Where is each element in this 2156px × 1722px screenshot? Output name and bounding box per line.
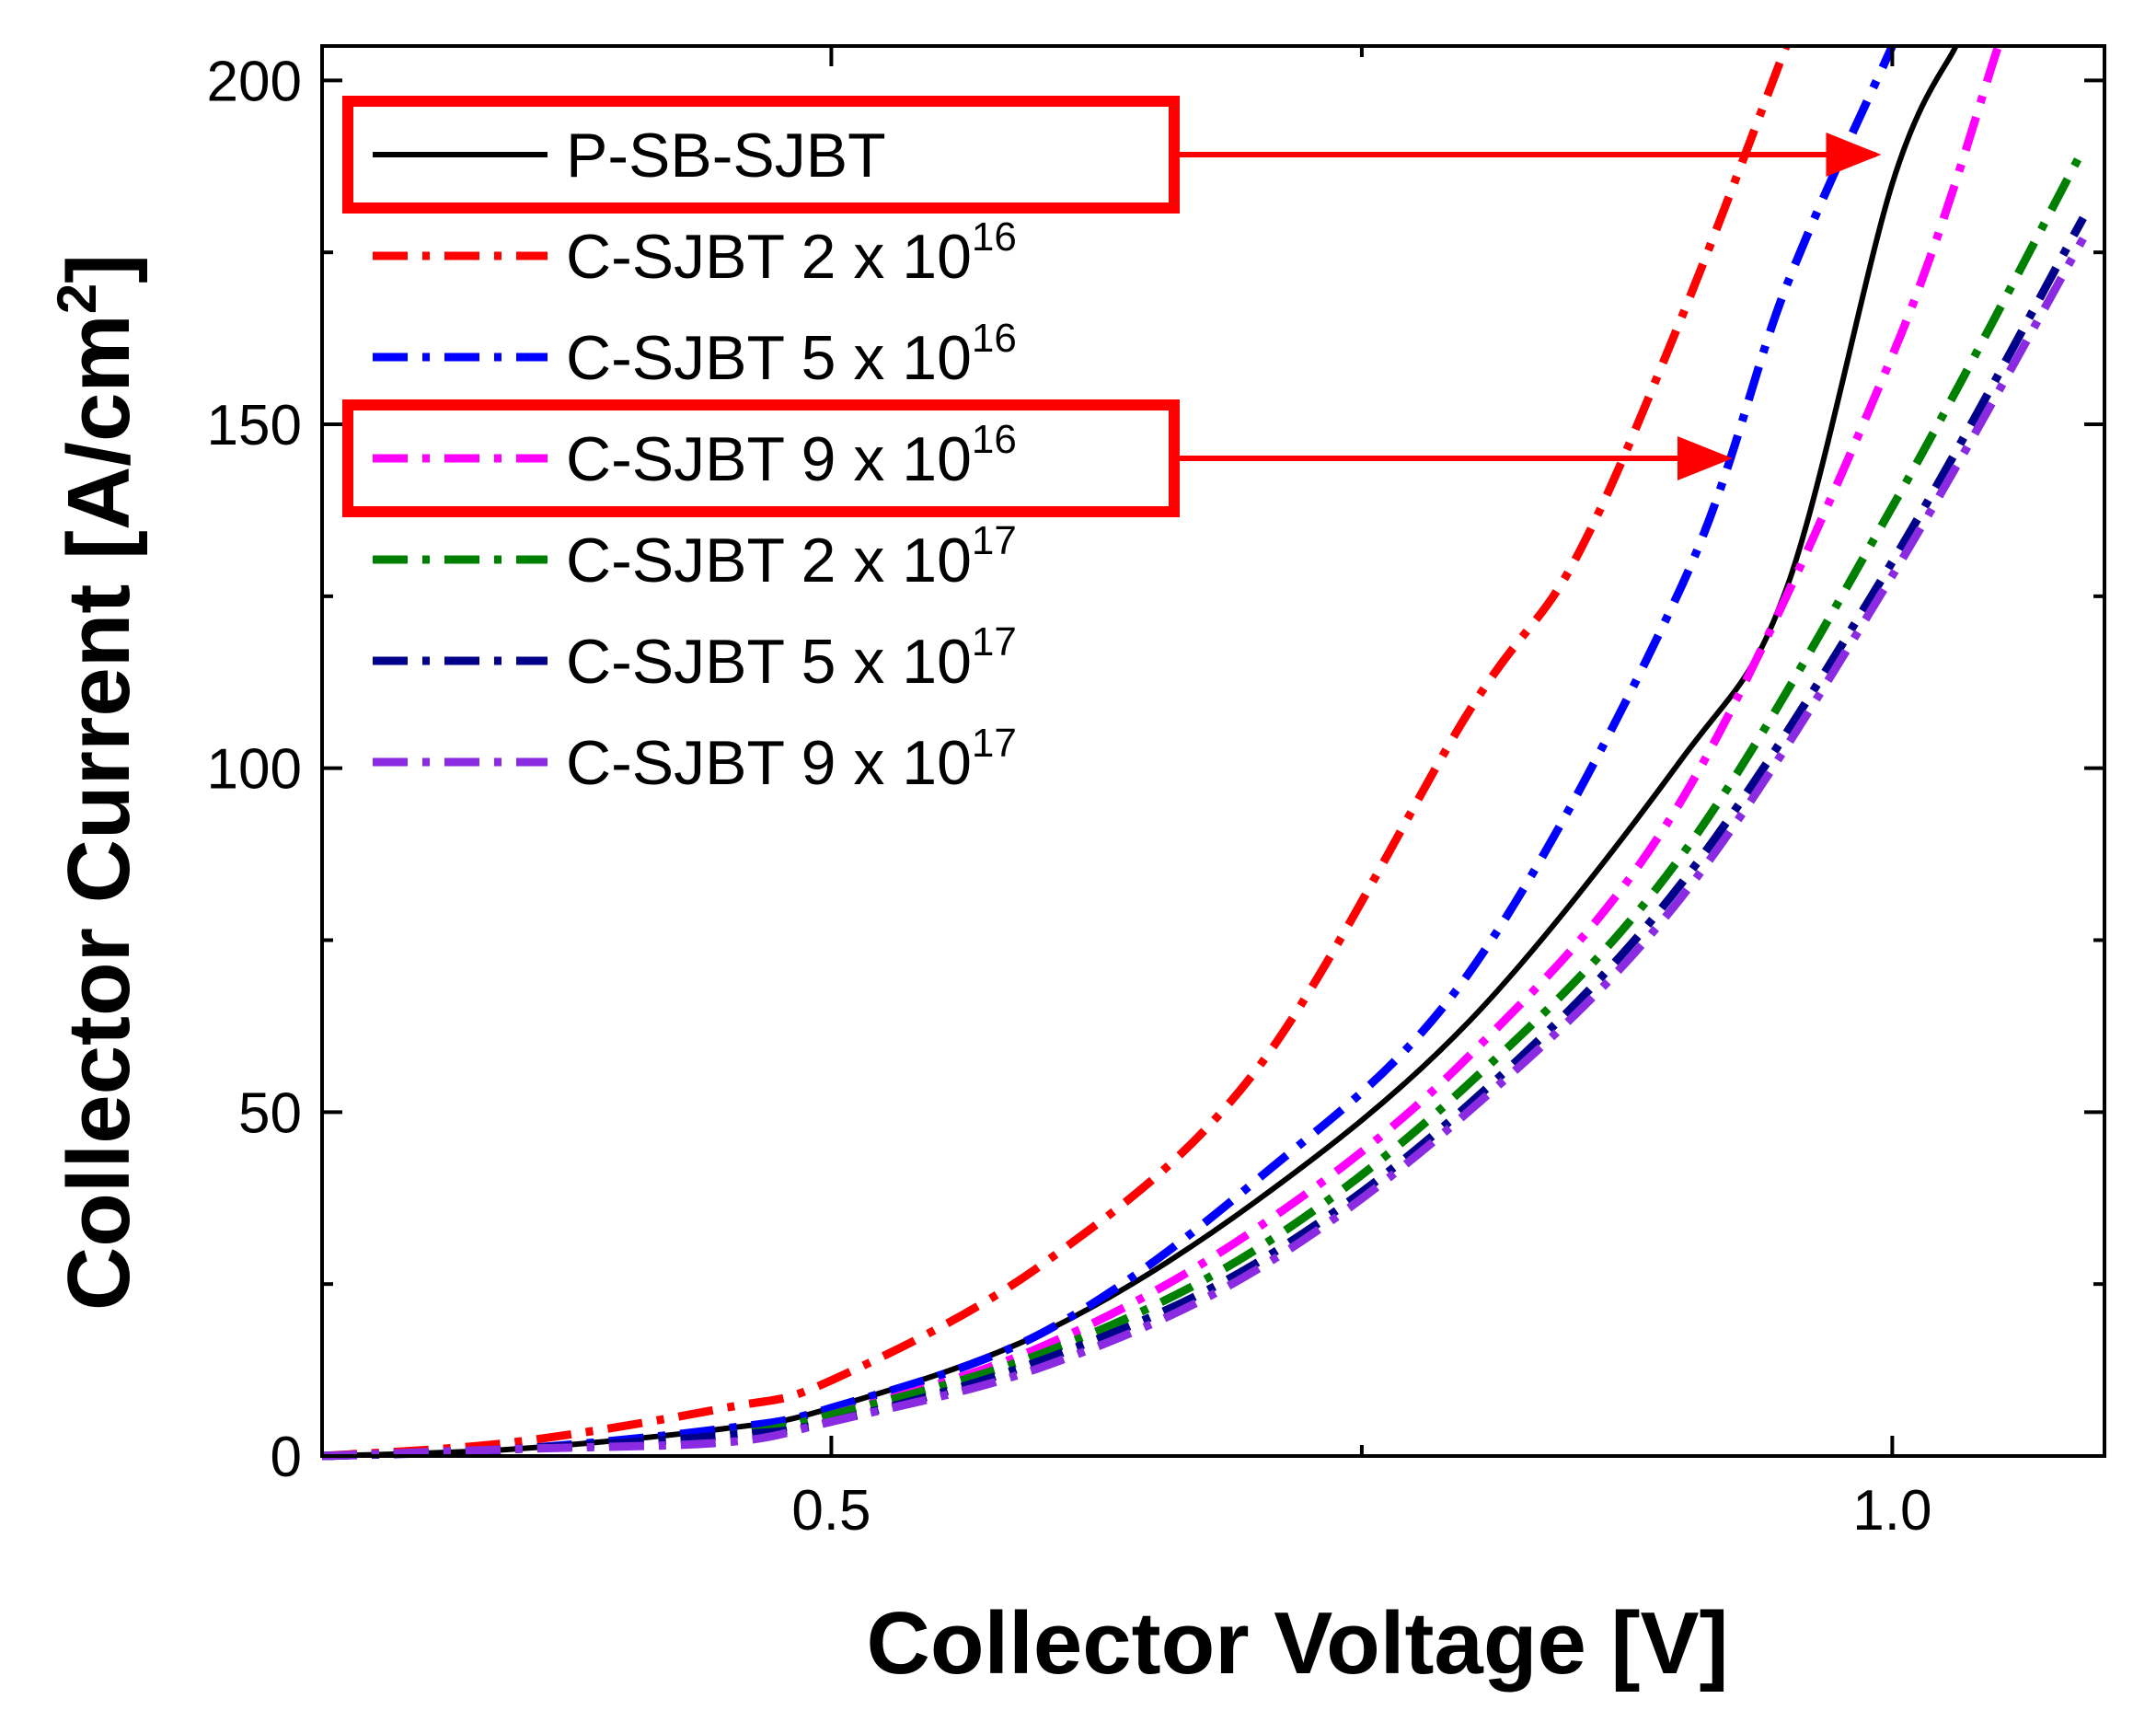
legend-label-4: C-SJBT 2 x 1017 [566,518,1017,595]
y-tick-label: 200 [207,50,302,113]
legend-label-0: P-SB-SJBT [566,121,886,191]
x-tick-label: 1.0 [1852,1479,1931,1543]
legend-label-5: C-SJBT 5 x 1017 [566,619,1017,697]
series-line-6 [321,236,2087,1461]
legend-label-6: C-SJBT 9 x 1017 [566,721,1017,798]
annotation-layer [1174,133,1882,480]
legend-label-3: C-SJBT 9 x 1016 [566,417,1017,494]
y-axis-title: Collector Current [A/cm2] [46,254,148,1311]
series-line-5 [321,215,2087,1461]
y-tick-label: 50 [238,1081,302,1145]
axes-layer: 0 50 100 150 200 0.5 1.0 [207,44,2106,1543]
x-tick-label: 0.5 [791,1479,870,1543]
y-axis-title-end: ] [50,254,148,283]
legend-label-1: C-SJBT 2 x 1016 [566,214,1017,292]
y-axis-title-main: Collector Current [A/cm [50,314,148,1311]
y-tick-label: 100 [207,738,302,802]
series-line-1 [321,44,1791,1461]
legend: P-SB-SJBT C-SJBT 2 x 1016 C-SJBT 5 x 1016 C… [342,96,1180,798]
y-tick-label: 150 [207,394,302,457]
x-axis-title: Collector Voltage [V] [867,1594,1729,1693]
y-axis-title-sup: 2 [46,283,108,314]
series-layer [321,44,2087,1461]
plot-frame [320,44,2106,1458]
y-tick-label: 0 [271,1426,302,1489]
legend-label-2: C-SJBT 5 x 1016 [566,316,1017,393]
